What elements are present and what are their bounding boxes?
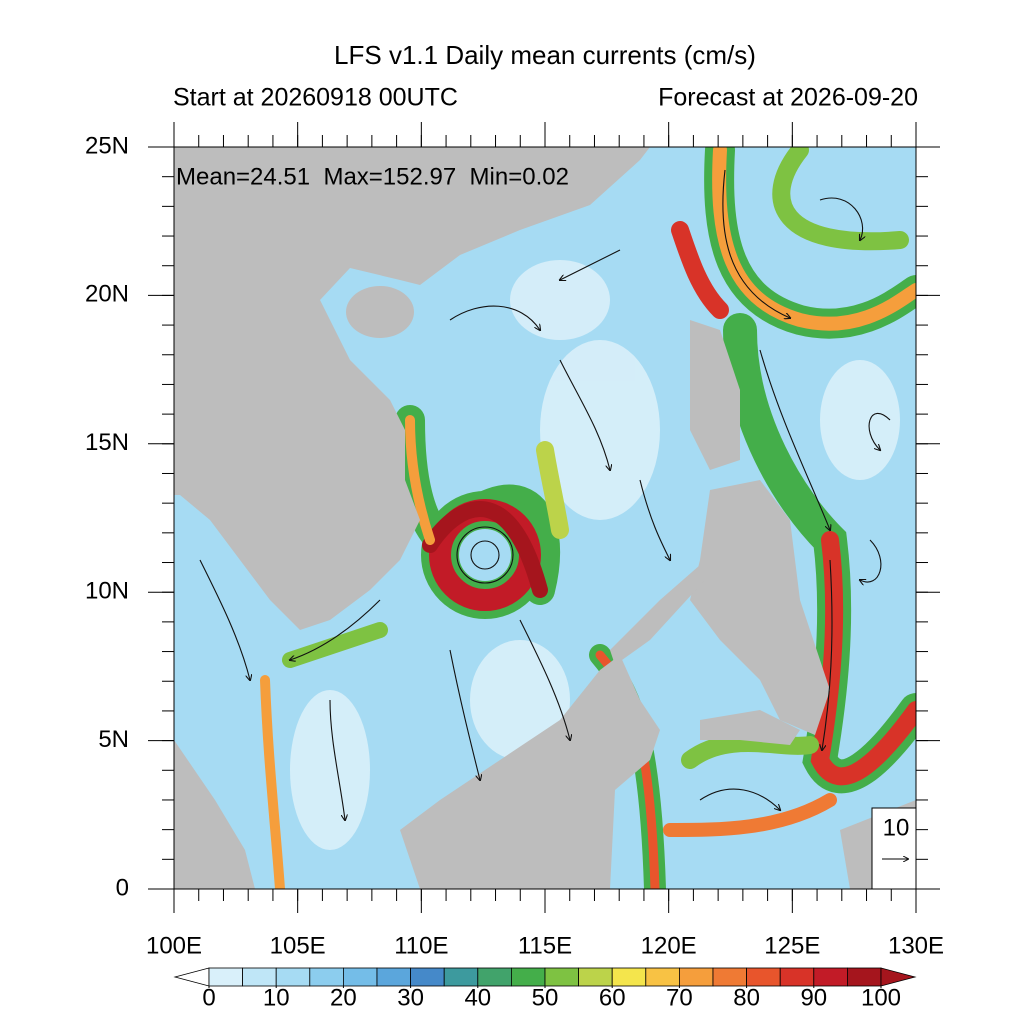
- colorbar-box: [679, 967, 714, 987]
- colorbar-box: [242, 967, 277, 987]
- colorbar-label: 30: [397, 984, 424, 1011]
- colorbar-box: [376, 967, 411, 987]
- x-tick-label: 105E: [270, 932, 326, 959]
- y-tick-label: 10N: [85, 578, 129, 605]
- statistics-annotation: Mean=24.51 Max=152.97 Min=0.02: [176, 163, 569, 190]
- colorbar-box: [645, 967, 680, 987]
- colorbar-box: [510, 967, 546, 987]
- x-tick-label: 125E: [764, 932, 820, 959]
- colorbar-box: [712, 967, 747, 987]
- subtitle-left: Start at 20260918 00UTC: [173, 84, 458, 112]
- colorbar-box: [813, 967, 848, 987]
- colorbar-box: [611, 967, 647, 987]
- colorbar-under: [173, 967, 210, 987]
- y-tick-label: 0: [116, 874, 129, 901]
- x-tick-label: 115E: [518, 932, 572, 959]
- colorbar-label: 20: [330, 984, 357, 1011]
- subtitle-right: Forecast at 2026-09-20: [658, 84, 918, 112]
- colorbar-box: [309, 967, 344, 987]
- colorbar-label: 80: [733, 984, 760, 1011]
- colorbar-label: 10: [263, 984, 290, 1011]
- x-tick-label: 130E: [888, 932, 944, 959]
- y-tick-label: 15N: [85, 429, 129, 456]
- colorbar-box: [410, 967, 445, 987]
- reference-box: [871, 807, 917, 890]
- colorbar-label: 50: [532, 984, 559, 1011]
- colorbar-box: [275, 967, 311, 987]
- colorbar-box: [746, 967, 781, 987]
- reference-label: 10: [883, 814, 910, 841]
- colorbar-box: [847, 967, 882, 987]
- colorbar-box: [443, 967, 479, 987]
- title: LFS v1.1 Daily mean currents (cm/s): [334, 40, 756, 70]
- x-tick-label: 110E: [394, 932, 448, 959]
- colorbar-label: 90: [800, 984, 827, 1011]
- y-tick-label: 5N: [98, 726, 129, 753]
- x-tick-label: 100E: [146, 932, 202, 959]
- y-tick-label: 25N: [85, 132, 129, 159]
- colorbar-label: 100: [861, 984, 901, 1011]
- colorbar-box: [342, 967, 378, 987]
- colorbar: 0 10 20 30 40 50 60 70 80 90 100: [173, 967, 917, 1011]
- axes: 100E 105E 110E 115E 120E 125E 130E 0 5N 10N 15N 20N…: [85, 122, 944, 959]
- y-tick-label: 20N: [85, 281, 129, 308]
- colorbar-label: 70: [666, 984, 693, 1011]
- colorbar-box: [578, 967, 613, 987]
- colorbar-box: [208, 967, 243, 987]
- reference-vector-box: 10: [871, 807, 917, 890]
- map-field: [174, 147, 916, 889]
- colorbar-box: [477, 967, 512, 987]
- colorbar-over: [880, 967, 917, 987]
- streamlines: [199, 169, 891, 820]
- colorbar-box: [779, 967, 815, 987]
- colorbar-label: 0: [202, 984, 215, 1011]
- colorbar-label: 40: [464, 984, 491, 1011]
- colorbar-label: 60: [599, 984, 626, 1011]
- colorbar-box: [544, 967, 579, 987]
- x-tick-label: 120E: [641, 932, 697, 959]
